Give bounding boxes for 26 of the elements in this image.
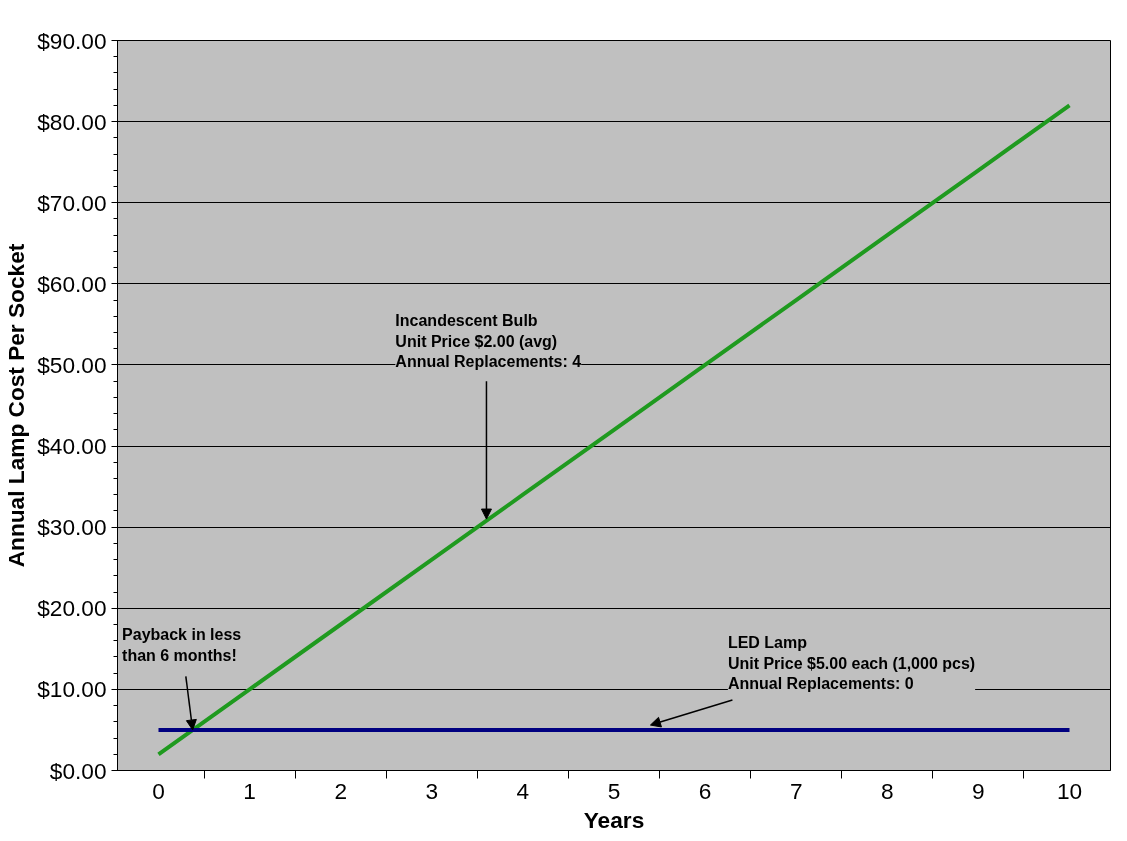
- x-tick-label: 7: [789, 777, 803, 804]
- y-tick-label: $0.00: [49, 757, 107, 784]
- x-tick-label: 4: [516, 777, 530, 804]
- x-tick-label: 2: [334, 777, 348, 804]
- y-tick-label: $50.00: [37, 351, 107, 378]
- y-tick-label: $70.00: [37, 189, 107, 216]
- x-tick-label: 10: [1056, 777, 1083, 804]
- x-tick-label: 8: [881, 777, 894, 804]
- annotation: Payback in less than 6 months!: [122, 626, 242, 664]
- x-tick-label: 1: [243, 777, 256, 804]
- annotation: Incandescent Bulb Unit Price $2.00 (avg) Annual Replacements: 4: [395, 312, 582, 371]
- x-tick-label: 5: [607, 777, 621, 804]
- y-tick-label: $90.00: [37, 27, 107, 54]
- x-tick-label: 9: [972, 777, 985, 804]
- y-axis-title: Annual Lamp Cost Per Socket: [3, 243, 30, 568]
- x-axis-title: Years: [583, 806, 645, 833]
- y-tick-label: $20.00: [37, 595, 107, 622]
- x-tick-label: 3: [425, 777, 439, 804]
- y-tick-label: $60.00: [37, 270, 107, 297]
- x-tick-label: 6: [698, 777, 712, 804]
- y-tick-label: $80.00: [37, 108, 107, 135]
- annotation: LED Lamp Unit Price $5.00 each (1,000 pcs) Annual Replacements: 0: [727, 634, 976, 693]
- x-tick-label: 0: [152, 777, 165, 804]
- y-tick-label: $10.00: [37, 676, 107, 703]
- y-tick-label: $40.00: [37, 433, 107, 460]
- y-tick-label: $30.00: [37, 514, 107, 541]
